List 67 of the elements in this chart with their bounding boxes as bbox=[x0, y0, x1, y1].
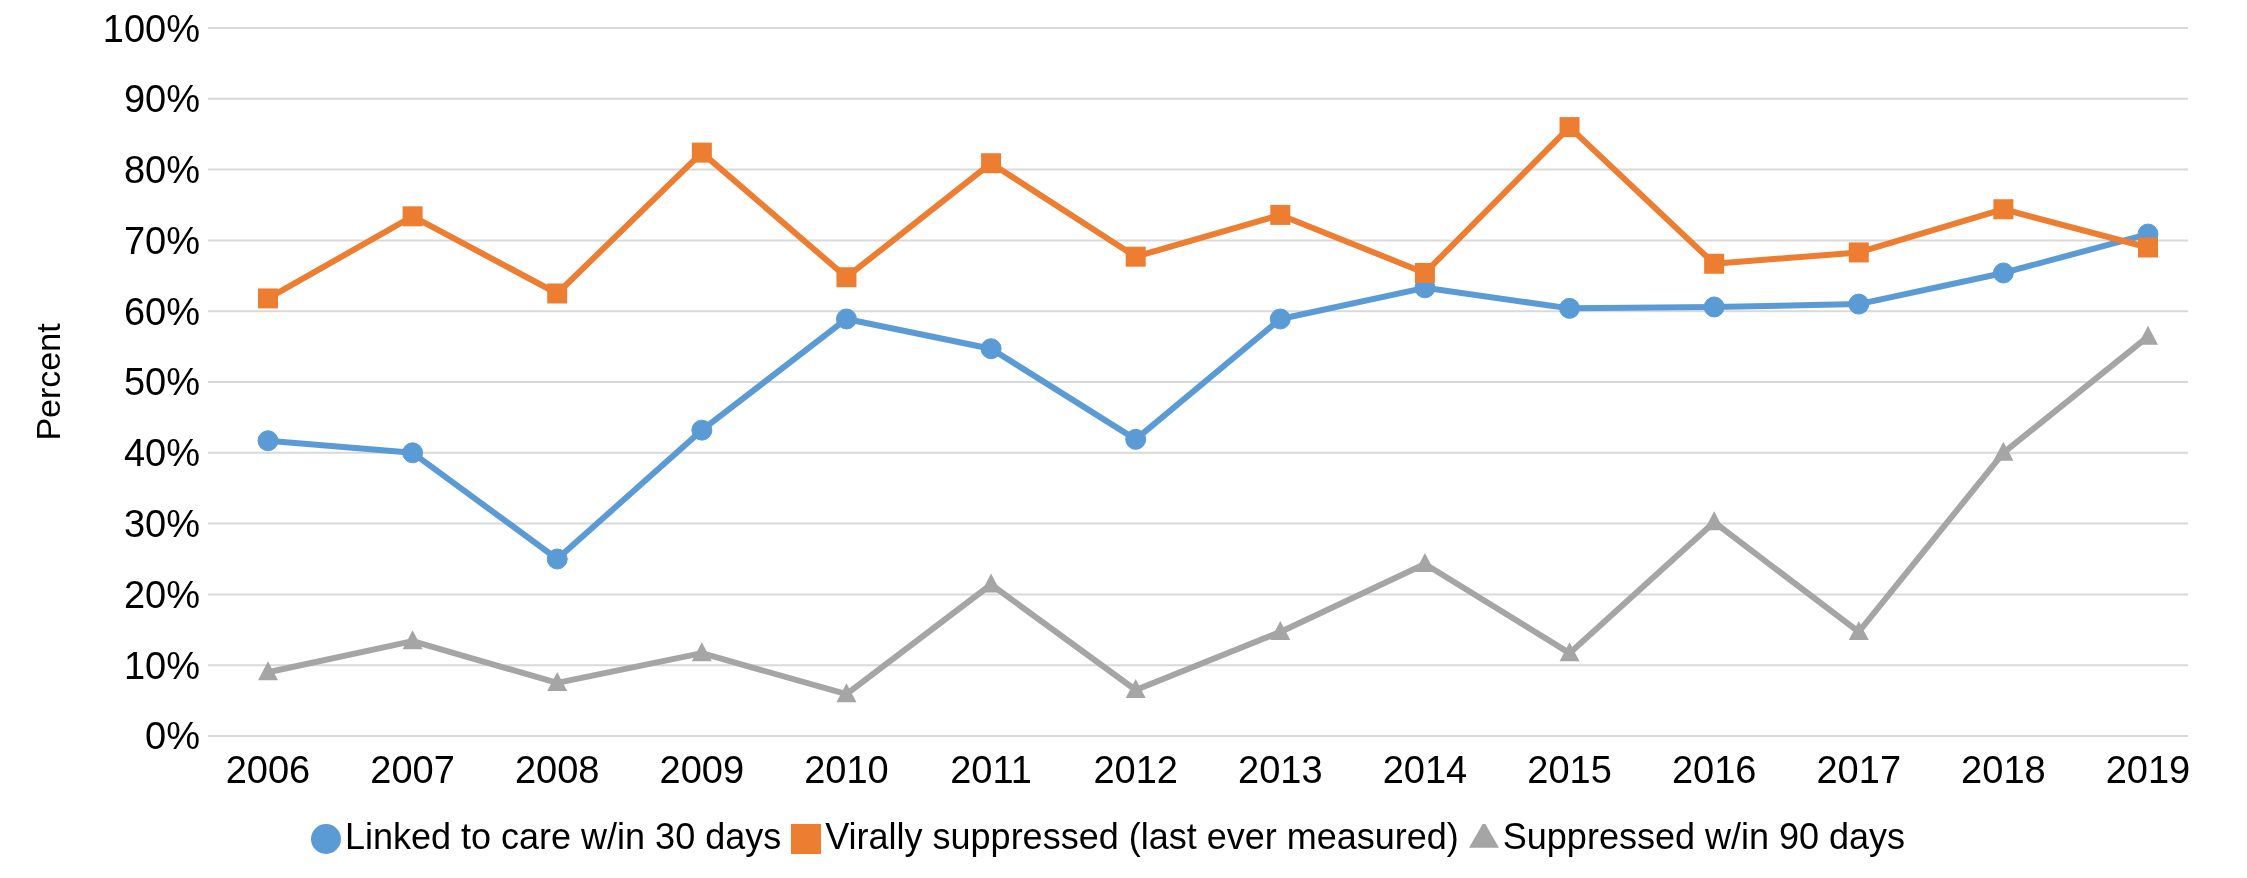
point bbox=[1848, 620, 1869, 640]
x-tick-label: 2010 bbox=[804, 748, 889, 791]
point bbox=[836, 683, 857, 703]
x-tick-label: 2015 bbox=[1527, 748, 1612, 791]
point bbox=[2138, 325, 2158, 345]
y-tick-label: 10% bbox=[123, 644, 200, 687]
point bbox=[1848, 293, 1870, 315]
point bbox=[1559, 297, 1581, 319]
x-tick-label: 2016 bbox=[1671, 748, 1757, 791]
legend-label: Linked to care w/in 30 days bbox=[344, 816, 782, 857]
point bbox=[1559, 117, 1580, 138]
y-tick-label: 60% bbox=[123, 290, 200, 333]
point bbox=[258, 661, 278, 681]
point bbox=[1993, 199, 2014, 220]
x-tick-label: 2018 bbox=[1961, 748, 2046, 791]
point bbox=[546, 548, 568, 570]
y-tick-label: 40% bbox=[123, 432, 200, 475]
point bbox=[402, 442, 424, 464]
x-tick-label: 2012 bbox=[1093, 748, 1178, 791]
legend-label: Virally suppressed (last ever measured) bbox=[825, 816, 1459, 857]
point bbox=[1125, 246, 1146, 267]
y-tick-label: 30% bbox=[123, 503, 200, 546]
point bbox=[547, 671, 568, 691]
point bbox=[2138, 237, 2158, 258]
point bbox=[1125, 678, 1146, 698]
x-tick-label: 2007 bbox=[370, 748, 455, 791]
y-tick-label: 80% bbox=[123, 149, 200, 192]
y-tick-label: 100% bbox=[102, 7, 200, 50]
y-tick-label: 70% bbox=[123, 219, 200, 262]
point bbox=[1270, 204, 1291, 225]
point bbox=[547, 283, 568, 304]
y-axis-title: Percent bbox=[29, 322, 68, 441]
y-tick-label: 0% bbox=[145, 715, 200, 758]
y-tick-label: 20% bbox=[123, 573, 200, 616]
point bbox=[1848, 242, 1869, 263]
point bbox=[1414, 262, 1435, 283]
point bbox=[1414, 552, 1435, 572]
point bbox=[691, 642, 712, 662]
point bbox=[402, 630, 423, 650]
point bbox=[1125, 428, 1147, 450]
point bbox=[836, 267, 857, 288]
point bbox=[835, 308, 857, 330]
y-tick-label: 50% bbox=[123, 361, 200, 404]
x-tick-label: 2006 bbox=[225, 748, 311, 791]
point bbox=[1704, 253, 1725, 274]
point bbox=[1703, 296, 1725, 318]
x-tick-label: 2014 bbox=[1382, 748, 1468, 791]
point bbox=[257, 430, 279, 452]
point bbox=[1993, 441, 2014, 461]
point bbox=[402, 206, 423, 227]
point bbox=[1559, 642, 1580, 662]
point bbox=[691, 419, 713, 441]
x-tick-label: 2009 bbox=[659, 748, 745, 791]
point bbox=[1270, 620, 1291, 640]
point bbox=[981, 153, 1002, 174]
x-tick-label: 2011 bbox=[950, 748, 1032, 791]
point bbox=[258, 288, 278, 309]
point bbox=[1992, 262, 2014, 284]
x-tick-label: 2017 bbox=[1816, 748, 1902, 791]
x-tick-label: 2013 bbox=[1238, 748, 1323, 791]
point bbox=[691, 142, 712, 163]
legend-label: Suppressed w/in 90 days bbox=[1502, 816, 1906, 857]
y-tick-label: 90% bbox=[123, 78, 200, 121]
point bbox=[1269, 308, 1291, 330]
point bbox=[980, 338, 1002, 360]
x-tick-label: 2019 bbox=[2105, 748, 2191, 791]
x-tick-label: 2008 bbox=[514, 748, 600, 791]
